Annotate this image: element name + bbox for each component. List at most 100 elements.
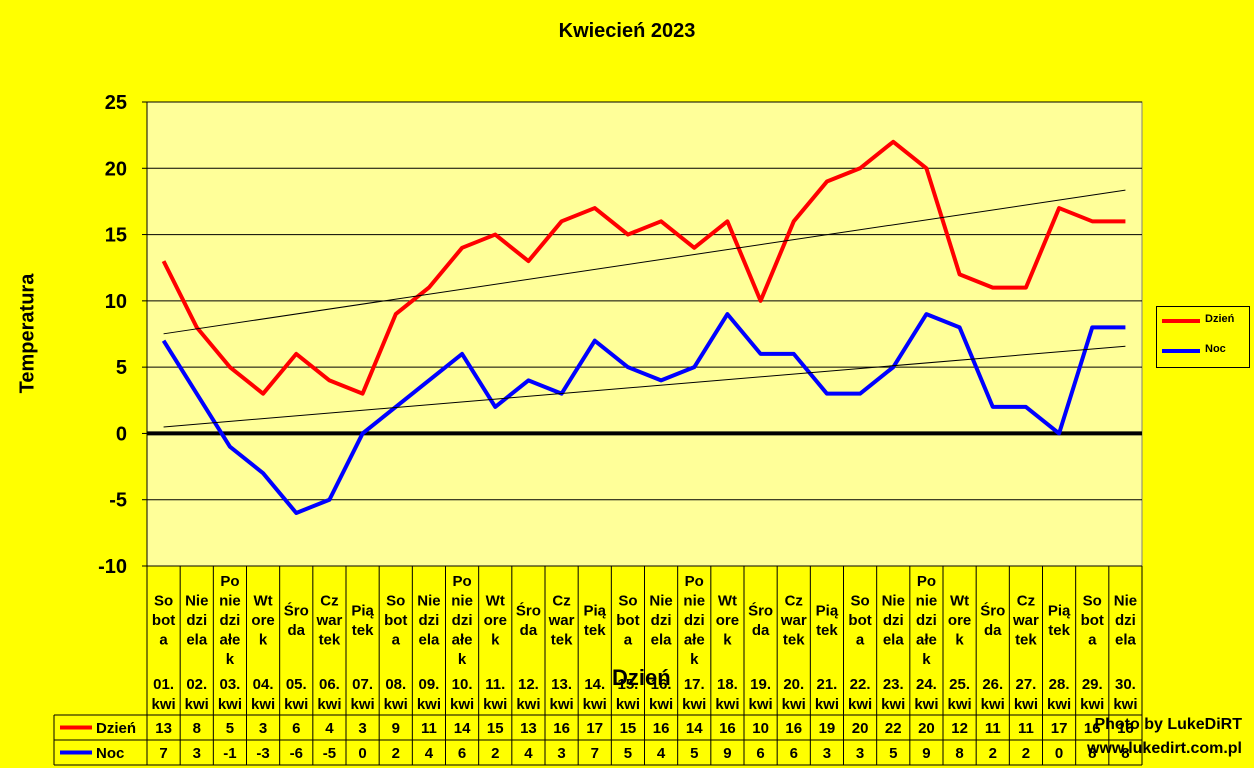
x-tick-date-label: 14. [584,676,605,693]
table-value: 3 [856,745,864,762]
table-value: -5 [323,745,336,762]
x-tick-date-label: 25. [949,676,970,693]
x-tick-date-label: 30. [1115,676,1136,693]
x-tick-day-label: So [618,593,637,610]
x-tick-date-label: kwi [317,696,341,713]
x-tick-day-label: ałe [916,632,937,649]
x-tick-date-label: 18. [717,676,738,693]
x-tick-day-label: nie [451,593,473,610]
table-value: 9 [392,720,400,737]
x-tick-day-label: tek [584,622,606,639]
x-tick-day-label: Po [917,573,936,590]
x-tick-day-label: k [259,632,268,649]
table-value: 17 [586,720,603,737]
table-value: 9 [922,745,930,762]
x-tick-date-label: kwi [682,696,706,713]
x-tick-day-label: bot [152,612,175,629]
table-value: 2 [491,745,499,762]
x-tick-day-label: So [850,593,869,610]
table-value: 2 [392,745,400,762]
x-tick-date-label: kwi [981,696,1005,713]
x-tick-date-label: 07. [352,676,373,693]
table-value: 13 [520,720,537,737]
y-tick-label: 25 [105,92,127,114]
table-value: 6 [756,745,764,762]
x-tick-day-label: ałe [452,632,473,649]
x-tick-date-label: kwi [516,696,540,713]
x-tick-day-label: tek [783,632,805,649]
x-tick-day-label: bot [1081,612,1104,629]
x-tick-day-label: dzi [219,612,240,629]
table-value: 6 [458,745,466,762]
table-value: 8 [193,720,201,737]
table-value: 8 [1088,745,1096,762]
x-tick-day-label: Wt [718,593,737,610]
table-value: 16 [719,720,736,737]
x-tick-day-label: k [955,632,964,649]
x-tick-day-label: a [1088,632,1097,649]
x-tick-date-label: 23. [883,676,904,693]
x-tick-day-label: Cz [320,593,338,610]
table-value: 11 [1018,720,1034,737]
x-tick-day-label: ela [651,632,673,649]
x-tick-day-label: ore [484,612,507,629]
legend-item-day: Dzień [1157,310,1249,330]
x-tick-day-label: ela [1115,632,1137,649]
table-value: 11 [421,720,437,737]
x-tick-day-label: a [856,632,865,649]
x-tick-date-label: kwi [583,696,607,713]
x-tick-day-label: dzi [916,612,937,629]
y-tick-label: 10 [105,291,127,313]
x-tick-day-label: dzi [452,612,473,629]
x-tick-date-label: kwi [1014,696,1038,713]
table-value: 5 [624,745,632,762]
x-tick-day-label: Nie [417,593,440,610]
x-tick-day-label: ore [716,612,739,629]
x-tick-day-label: k [491,632,500,649]
table-value: 13 [155,720,172,737]
table-value: 3 [557,745,565,762]
x-tick-date-label: 22. [850,676,871,693]
x-tick-date-label: kwi [350,696,374,713]
table-value: 2 [1022,745,1030,762]
table-value: 4 [425,745,434,762]
table-value: 5 [226,720,234,737]
watermark-credit: Photo by LukeDiRT [1094,716,1242,733]
x-tick-date-label: 13. [551,676,572,693]
x-tick-day-label: k [723,632,732,649]
table-value: 11 [985,720,1001,737]
x-tick-day-label: ore [251,612,274,629]
plot-area [146,101,1143,567]
table-value: 22 [885,720,902,737]
table-value: 6 [292,720,300,737]
table-value: 3 [358,720,366,737]
x-tick-day-label: Po [685,573,704,590]
x-tick-date-label: 08. [385,676,406,693]
x-tick-day-label: ela [883,632,905,649]
x-tick-date-label: 26. [982,676,1003,693]
table-value: 3 [823,745,831,762]
x-tick-day-label: tek [352,622,374,639]
table-value: 4 [325,720,334,737]
table-value: 6 [790,745,798,762]
x-tick-day-label: da [287,622,305,639]
legend-swatch-day [1162,319,1200,323]
x-tick-day-label: tek [816,622,838,639]
x-tick-date-label: kwi [848,696,872,713]
x-tick-date-label: kwi [1047,696,1071,713]
x-tick-date-label: kwi [151,696,175,713]
x-tick-date-label: 17. [684,676,705,693]
table-value: 5 [889,745,897,762]
legend-label-day: Dzień [1205,313,1235,325]
y-tick-label: 0 [116,423,127,445]
legend-label-night: Noc [1205,343,1226,355]
table-value: 3 [259,720,267,737]
x-tick-day-label: Śro [980,601,1005,619]
x-tick-day-label: bot [384,612,407,629]
x-tick-day-label: tek [319,632,341,649]
x-tick-date-label: 21. [816,676,837,693]
x-tick-day-label: war [315,612,342,629]
x-tick-day-label: dzi [418,612,439,629]
x-tick-date-label: 02. [186,676,207,693]
x-tick-date-label: 28. [1049,676,1070,693]
